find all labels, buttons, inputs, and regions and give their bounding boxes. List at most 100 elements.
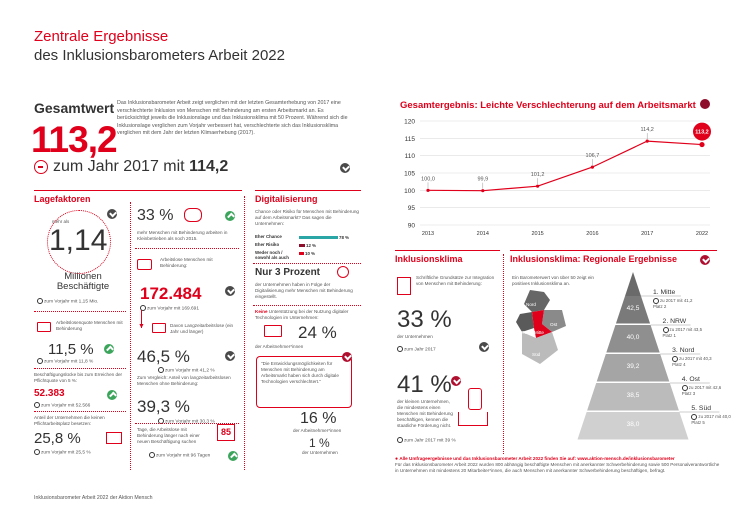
pyramid-value: 42,5 [626,305,640,312]
v16-value: 16 % [300,410,337,427]
tage-value: 85 [217,424,235,441]
chart-title: Gesamtergebnis: Leichte Verschlechterung… [400,100,696,111]
y-tick-label: 120 [404,119,415,126]
gesamtwert-compare-value: 114,2 [189,158,229,175]
v41-text: der kleinen Unternehmen, die mindestens … [397,399,453,428]
nur-text: der Unternehmen haben in Folge der Digit… [255,282,353,299]
gesamtwert-value: 113,2 [31,119,118,160]
digital-bar-value: 10 % [305,251,316,256]
y-tick-label: 115 [405,136,416,143]
regional-note: Ein Barometerwert von über 50 zeigt ein … [512,275,594,286]
regional-divider [510,250,717,251]
gesamtwert-text: Das Inklusionsbarometer Arbeit zeigt ver… [117,100,348,137]
footnote-text: Für das Inklusionsbarometer Arbeit 2022 … [395,462,720,473]
arrow-down-icon: ▼ [138,323,145,330]
v33-prev: zum Jahr 2017 [397,346,436,352]
data-label: 101,2 [531,172,545,178]
map-region-ost [542,310,566,332]
v1-value: 1 % [309,436,330,450]
data-point [426,188,430,192]
map-region-nord [524,290,550,312]
anteil-prev-text: zum Vorjahr mit 25,5 % [41,450,91,456]
pyramid-region-name: 3. Nord [672,347,695,354]
data-label: 100,0 [421,176,435,182]
v41-value: 41 % [397,371,452,398]
digital-title: Digitalisierung [255,194,318,204]
vergleich-value: 39,3 % [137,397,190,416]
klima-divider [395,250,500,251]
arbeitslos-label: Arbeitslose Menschen mit Behinderung: [160,257,213,268]
v41-prev-text: zum Jahr 2017 mit 39 % [404,438,456,444]
thumb-up-icon [107,390,117,400]
thumb-up-icon [104,344,114,354]
thumb-up-icon [228,451,238,461]
thumb-down-icon [700,255,710,265]
laptop-icon [264,325,282,337]
data-label: 99,9 [477,177,488,183]
digital-divider [255,190,361,191]
v33-sub: der Unternehmen [397,334,433,339]
digital-bar-label: Eher Chance [255,234,282,239]
title-line2: des Inklusionsbarometers Arbeit 2022 [34,47,285,64]
v41-prev: zum Jahr 2017 mit 39 % [397,437,456,443]
luecke-prev: zum Vorjahr mit 52.566 [34,402,90,408]
map-region-nrw [516,312,534,332]
klima-title: Inklusionsklima [395,254,463,264]
map-label: Nord [526,302,536,307]
building-icon [106,432,122,444]
line-chart: 120 115 110 105 100 95 90 2013 2014 2015 2016 2017 2… [404,119,711,237]
quote-prev-text: zum Vorjahr mit 11,8 % [44,359,94,365]
klein-value: 33 % [137,207,174,224]
map-region-sued [522,332,558,364]
pyramid-prev-text: zu 2017 mit 41,2 [659,298,693,304]
thumb-down-icon [340,163,350,173]
gesamtwert-compare-text: zum Jahr 2017 mit [53,158,190,175]
quote-value: 11,5 % [48,341,94,358]
data-point [536,184,540,188]
regional-title: Inklusionsklima: Regionale Ergebnisse [510,254,678,264]
digital-bar [299,244,305,247]
gesamtwert-compare: zum Jahr 2017 mit 114,2 [53,158,228,176]
klein-label: mehr Menschen mit Behinderung arbeiten i… [137,230,228,241]
pyramid-region-name: 2. NRW [662,318,687,325]
million-prev: zum Vorjahr mit 1,15 Mio. [37,298,98,304]
footnote: ● Alle Umfrageergebnisse und das Inklusi… [395,456,720,473]
doc-text: Schriftliche Grundsätze zur Integration … [416,275,495,286]
dotted-divider [34,411,126,412]
gesamtwert-label: Gesamtwert [34,100,115,116]
pyramid-region-name: 5. Süd [691,405,712,412]
luecke-label: Beschäftigungslücke bis zum Erreichen de… [34,372,123,383]
luecke-prev-text: zum Vorjahr mit 52.566 [41,403,91,409]
data-label: 114,2 [641,127,654,133]
v33-prev-text: zum Jahr 2017 [404,347,436,353]
vergleich-label: Zum Vergleich: Anteil von langzeitarbeit… [137,375,231,386]
langzeit-prev: zum Vorjahr mit 41,2 % [158,367,215,373]
vergleich-prev-text: zum Vorjahr mit 30,3 % [165,419,215,425]
pyramid-prev-text: zu 2017 mit 42,6 [688,385,722,391]
digital-question: Chance oder Risiko für Menschen mit Behi… [255,209,359,226]
digital-bar [299,252,304,255]
y-tick-label: 110 [405,153,416,160]
series-line [427,140,703,192]
calendar-icon [152,323,166,333]
anteil-value: 25,8 % [34,430,81,447]
y-tick-label: 105 [404,171,415,178]
germany-map [516,290,566,364]
x-tick-label: 2022 [696,231,708,237]
data-point [590,165,594,169]
keine-rest: Unterstützung bei der Nutzung digitaler … [255,309,349,320]
tage-prev-text: zum Vorjahr mit 96 Tagen [156,453,211,459]
pyramid-rank: Platz 4 [672,362,686,367]
pyramid-prev-text: zu 2017 mit 40,3 [679,356,712,362]
data-label: 113,2 [695,130,708,136]
keine-text: Keine Unterstützung bei der Nutzung digi… [255,309,359,321]
langzeit-value: 46,5 % [137,347,190,366]
briefcase-icon [137,259,152,270]
quote-bubble: "Die Entwicklungsmöglichkeiten für Mensc… [256,356,352,408]
y-tick-label: 95 [408,205,416,212]
pyramid-prev: zu 2017 mit 40,3 [672,356,712,362]
digital-bar-label: Eher Risiko [255,242,280,247]
thumb-down-icon [225,286,235,296]
footnote-link[interactable]: Alle Umfrageergebnisse und das Inklusion… [399,456,675,461]
